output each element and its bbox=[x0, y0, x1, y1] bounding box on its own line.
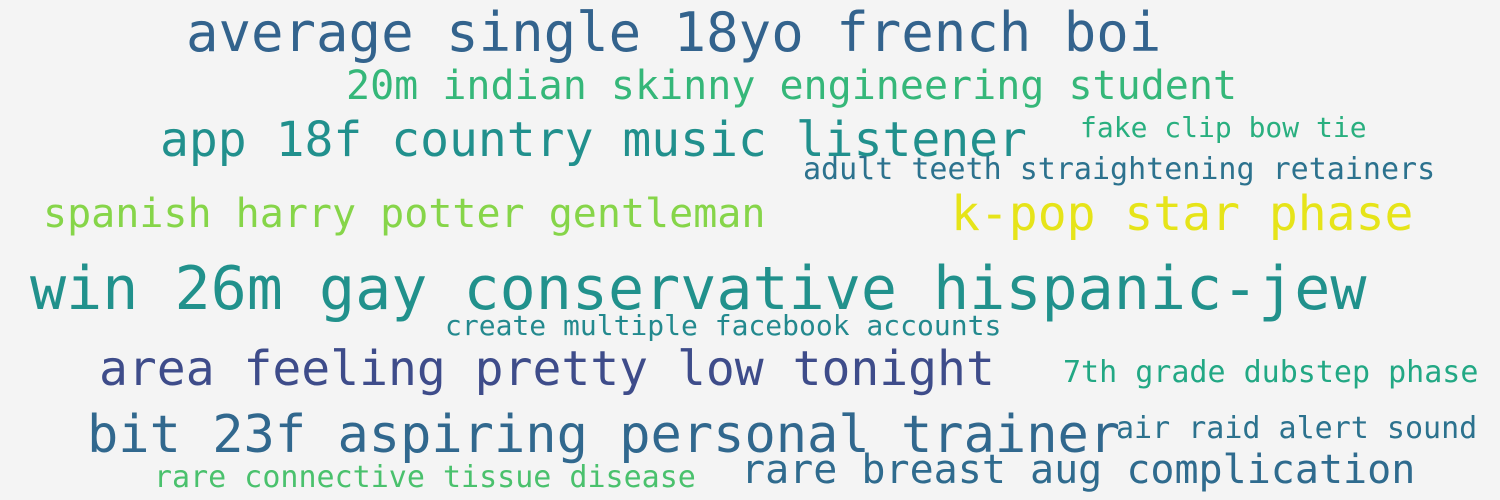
word-phrase: win 26m gay conservative hispanic-jew bbox=[30, 254, 1367, 324]
word-phrase: area feeling pretty low tonight bbox=[99, 341, 995, 397]
word-phrase: app 18f country music listener bbox=[160, 112, 1027, 168]
word-phrase: 20m indian skinny engineering student bbox=[346, 63, 1238, 109]
word-phrase: spanish harry potter gentleman bbox=[43, 191, 766, 237]
word-phrase: k-pop star phase bbox=[951, 186, 1414, 242]
word-phrase: fake clip bow tie bbox=[1080, 111, 1367, 144]
word-phrase: air raid alert sound bbox=[1116, 411, 1478, 446]
word-phrase: create multiple facebook accounts bbox=[445, 309, 1002, 342]
word-phrase: rare connective tissue disease bbox=[154, 460, 696, 495]
word-phrase: rare breast aug complication bbox=[741, 447, 1416, 493]
word-phrase: 7th grade dubstep phase bbox=[1063, 355, 1479, 390]
word-phrase: adult teeth straightening retainers bbox=[803, 152, 1436, 187]
word-phrase: bit 23f aspiring personal trainer bbox=[87, 405, 1121, 465]
word-phrase: average single 18yo french boi bbox=[186, 1, 1162, 64]
